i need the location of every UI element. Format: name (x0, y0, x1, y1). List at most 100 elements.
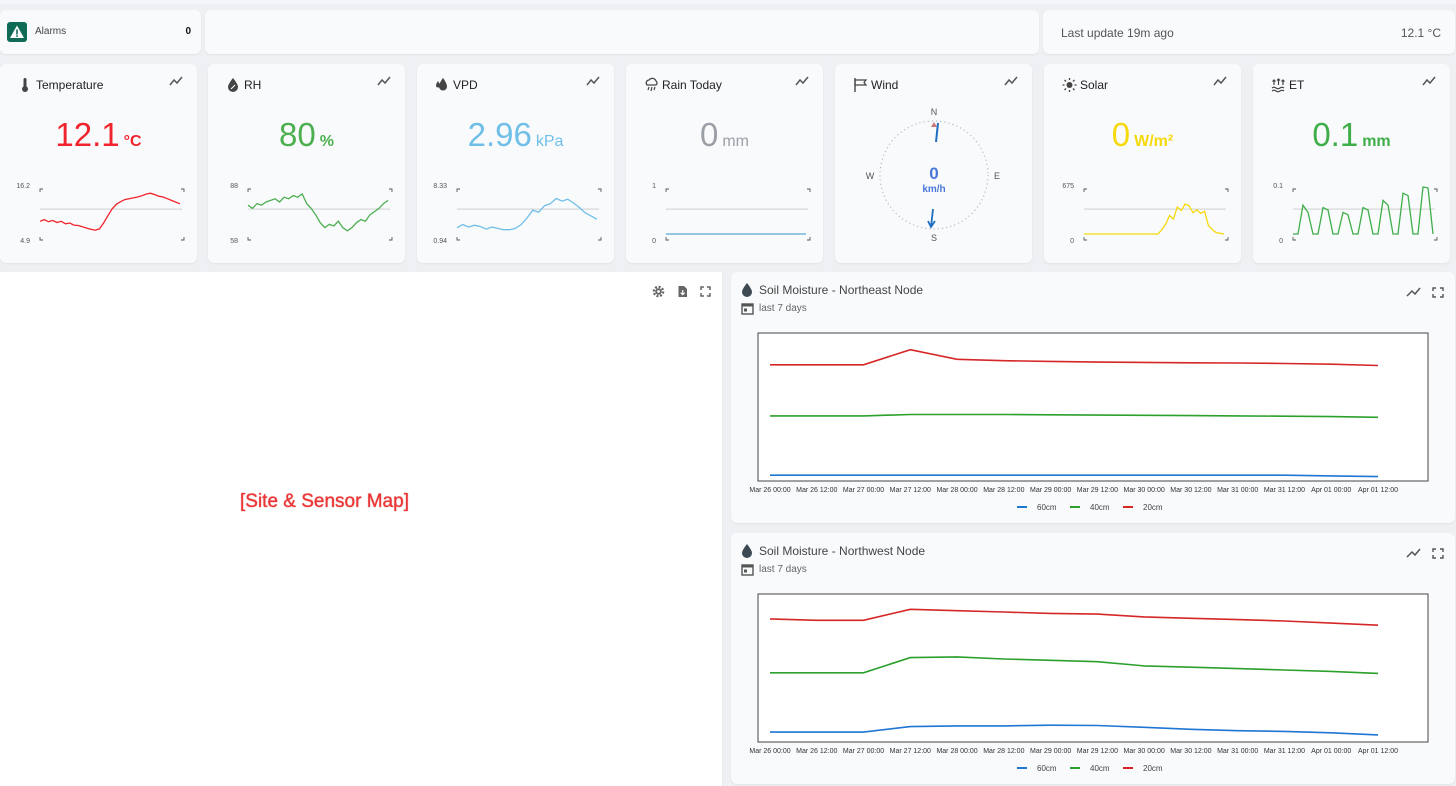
x-tick-label: Mar 28 00:00 (936, 487, 977, 494)
x-tick-label: Mar 29 00:00 (1030, 748, 1071, 755)
trend-chart-icon[interactable] (1406, 548, 1421, 558)
spark-corner (1292, 188, 1296, 192)
fullscreen-icon[interactable] (1432, 287, 1444, 298)
trend-chart-icon[interactable] (1004, 73, 1018, 86)
tile-value-unit: % (319, 133, 334, 150)
tile-rh[interactable]: RH 80% 88 58 (208, 64, 405, 263)
tile-value-number: 0.1 (1312, 116, 1359, 153)
droplet-icon (741, 282, 753, 297)
tile-vpd[interactable]: VPD 2.96 kPa 8.33 0.94 (417, 64, 614, 263)
spark-max-label: 8.33 (433, 183, 447, 190)
sparkline: 10 (652, 183, 811, 244)
tile-value: 2.96 kPa (417, 116, 614, 154)
tile-et[interactable]: ET 0.1 mm 0.1 0 (1253, 64, 1450, 263)
spark-min-label: 58 (230, 238, 238, 244)
spark-corner (598, 188, 602, 192)
soil-ne-range: last 7 days (759, 303, 807, 314)
x-tick-label: Mar 29 00:00 (1030, 487, 1071, 494)
sun-icon (1062, 77, 1077, 93)
fullscreen-icon[interactable] (1432, 548, 1444, 559)
gear-icon[interactable] (652, 285, 665, 298)
sparkline: 88 58 (230, 183, 393, 244)
x-tick-label: Mar 30 00:00 (1124, 748, 1165, 755)
tile-value: 80% (208, 116, 405, 154)
spark-min-label: 0 (1070, 238, 1074, 244)
tile-value-unit: kPa (535, 133, 564, 150)
x-tick-label: Mar 26 12:00 (796, 748, 837, 755)
spark-line (1084, 203, 1225, 235)
x-tick-label: Mar 31 00:00 (1217, 487, 1258, 494)
thermometer-icon (18, 77, 32, 93)
legend-label: 20cm (1143, 764, 1163, 773)
last-update-text: Last update 19m ago (1061, 26, 1174, 40)
tile-value-number: 0 (1111, 116, 1131, 153)
status-card: Last update 19m ago 12.1 °C (1043, 10, 1455, 54)
spark-corner (665, 188, 669, 192)
spark-corner (1083, 188, 1087, 192)
spark-corner (39, 237, 43, 241)
sparkline: 8.33 0.94 (433, 183, 602, 244)
plot-area (757, 332, 1429, 482)
x-tick-label: Apr 01 00:00 (1311, 748, 1351, 755)
x-tick-label: Apr 01 12:00 (1358, 748, 1398, 755)
tile-solar[interactable]: Solar 0 W/m² 675 0 (1044, 64, 1241, 263)
tile-temperature[interactable]: Temperature 12.1 °C 16.2 4.9 (0, 64, 197, 263)
windsock-icon (853, 77, 868, 93)
trend-chart-icon[interactable] (1422, 73, 1436, 86)
soil-nw-title: Soil Moisture - Northwest Node (759, 544, 926, 558)
tile-title: VPD (453, 78, 478, 92)
series-line-20cm (770, 348, 1379, 367)
soil-ne-chart[interactable]: Mar 26 00:00 Mar 26 12:00 Mar 27 00:00 Mar … (731, 272, 1455, 523)
spark-corner (1225, 188, 1229, 192)
x-tick-label: Mar 27 12:00 (890, 487, 931, 494)
x-tick-label: Apr 01 12:00 (1358, 487, 1398, 494)
spark-corner (807, 237, 811, 241)
tile-value-unit: mm (1362, 133, 1391, 150)
trend-chart-icon[interactable] (1406, 287, 1421, 297)
spark-min-label: 4.9 (20, 238, 30, 244)
tile-value: 0 W/m² (1044, 116, 1241, 154)
spark-max-label: 0.1 (1273, 183, 1283, 190)
x-tick-label: Mar 30 12:00 (1170, 748, 1211, 755)
spark-corner (1434, 237, 1438, 241)
x-tick-label: Mar 31 12:00 (1264, 487, 1305, 494)
alarms-label: Alarms (35, 26, 67, 37)
x-tick-label: Apr 01 00:00 (1311, 487, 1351, 494)
export-file-icon[interactable] (676, 285, 689, 298)
tile-wind[interactable]: Wind N S E W 0 km/h (835, 64, 1032, 263)
trend-chart-icon[interactable] (377, 73, 391, 86)
series-line-40cm (770, 413, 1379, 419)
soil-moisture-nw-card: Soil Moisture - Northwest Node last 7 da… (731, 533, 1455, 784)
series-line-60cm (770, 724, 1379, 736)
spark-corner (247, 188, 251, 192)
x-tick-label: Mar 29 12:00 (1077, 487, 1118, 494)
site-map-panel[interactable] (0, 272, 722, 786)
spark-corner (1083, 237, 1087, 241)
soil-nw-chart[interactable]: Mar 26 00:00 Mar 26 12:00 Mar 27 00:00 Mar … (731, 533, 1455, 784)
sparkline: 0.10 (1273, 183, 1438, 244)
evaporation-icon (1271, 77, 1285, 93)
wind-needle-top (935, 122, 939, 143)
x-tick-label: Mar 30 00:00 (1124, 487, 1165, 494)
sparkline: 16.2 4.9 (16, 183, 185, 244)
trend-chart-icon[interactable] (795, 73, 809, 86)
tile-value: 0.1 mm (1253, 116, 1450, 154)
tile-title: Solar (1080, 78, 1109, 92)
trend-chart-icon[interactable] (169, 73, 183, 86)
tile-rain[interactable]: Rain Today 0 mm 1 0 (626, 64, 823, 263)
compass-label-s: S (931, 233, 937, 243)
north-marker (931, 122, 937, 127)
fullscreen-icon[interactable] (699, 285, 712, 298)
spark-min-label: 0 (652, 238, 656, 244)
spark-max-label: 675 (1062, 183, 1074, 190)
leaf-droplet-icon (435, 77, 449, 93)
trend-chart-icon[interactable] (586, 73, 600, 86)
trend-chart-icon[interactable] (1213, 73, 1227, 86)
plot-area (757, 593, 1429, 743)
soil-moisture-ne-card: Soil Moisture - Northeast Node last 7 da… (731, 272, 1455, 523)
top-strip (0, 0, 1456, 4)
alarms-card[interactable]: Alarms 0 (0, 10, 201, 54)
spark-max-label: 1 (652, 183, 656, 190)
current-temp-text: 12.1 °C (1400, 26, 1441, 40)
spark-corner (665, 237, 669, 241)
